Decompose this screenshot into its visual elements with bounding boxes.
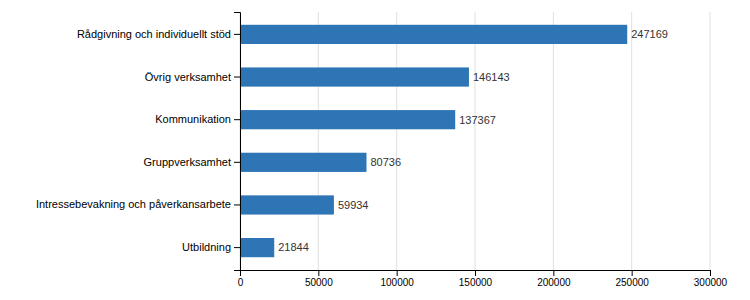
grid-line <box>553 12 554 270</box>
tick-mark <box>475 270 476 276</box>
tick-label: 100000 <box>380 277 414 288</box>
tick-label: 300000 <box>694 277 728 288</box>
tick-label: 200000 <box>537 277 571 288</box>
grid-line <box>396 12 397 270</box>
tick: Övrig verksamhet <box>145 71 240 83</box>
tick-mark <box>234 162 240 163</box>
grid-line <box>710 12 711 270</box>
tick-label: Rådgivning och individuellt stöd <box>77 28 231 40</box>
tick-label: Gruppverksamhet <box>144 156 231 168</box>
bar <box>240 25 627 44</box>
axis-domain <box>234 13 241 271</box>
tick-mark <box>553 270 554 276</box>
chart: 247169 146143 137367 80736 59934 21844 0 50000 1… <box>0 0 750 300</box>
tick-mark <box>710 270 711 276</box>
tick-mark <box>234 247 240 248</box>
x-axis: 0 50000 100000 150000 200000 250000 300000 <box>238 270 728 288</box>
tick: 250000 <box>615 270 649 288</box>
tick-mark <box>234 34 240 35</box>
bar <box>240 67 469 86</box>
data-label: 247169 <box>631 28 668 40</box>
tick-label: 150000 <box>459 277 493 288</box>
tick-mark <box>397 270 398 276</box>
tick-mark <box>234 119 240 120</box>
tick-label: 250000 <box>615 277 649 288</box>
data-label: 137367 <box>459 114 496 126</box>
grid-line <box>631 12 632 270</box>
plot: 247169 146143 137367 80736 59934 21844 0 50000 1… <box>36 12 728 288</box>
tick-mark <box>234 204 240 205</box>
tick: Rådgivning och individuellt stöd <box>77 28 240 40</box>
tick-label: Utbildning <box>182 241 231 253</box>
grid <box>240 12 710 270</box>
tick: 100000 <box>380 270 414 288</box>
tick: 0 <box>238 270 244 288</box>
tick: 50000 <box>305 270 333 288</box>
data-label: 146143 <box>473 71 510 83</box>
tick-mark <box>632 270 633 276</box>
tick: Gruppverksamhet <box>144 156 240 168</box>
tick-mark <box>234 77 240 78</box>
bar <box>240 153 366 172</box>
tick: 150000 <box>459 270 493 288</box>
tick-label: Övrig verksamhet <box>145 71 231 83</box>
axis-domain <box>241 271 711 277</box>
grid-line <box>318 12 319 270</box>
bar <box>240 195 334 214</box>
tick-label: Kommunikation <box>155 113 231 125</box>
tick-label: Intressebevakning och påverkansarbete <box>36 198 231 210</box>
data-label: 59934 <box>338 199 369 211</box>
tick-label: 0 <box>238 277 244 288</box>
bar <box>240 110 455 129</box>
tick: Kommunikation <box>155 113 240 125</box>
grid-line <box>475 12 476 270</box>
tick-label: 50000 <box>305 277 333 288</box>
data-label: 80736 <box>370 156 401 168</box>
bar <box>240 238 274 257</box>
data-labels: 247169 146143 137367 80736 59934 21844 <box>278 28 668 253</box>
tick: Intressebevakning och påverkansarbete <box>36 198 240 210</box>
bars <box>240 25 627 257</box>
tick: 200000 <box>537 270 571 288</box>
data-label: 21844 <box>278 241 309 253</box>
tick: 300000 <box>694 270 728 288</box>
tick-mark <box>318 270 319 276</box>
y-axis: Rådgivning och individuellt stöd Övrig ve… <box>36 13 241 271</box>
tick: Utbildning <box>182 241 240 253</box>
